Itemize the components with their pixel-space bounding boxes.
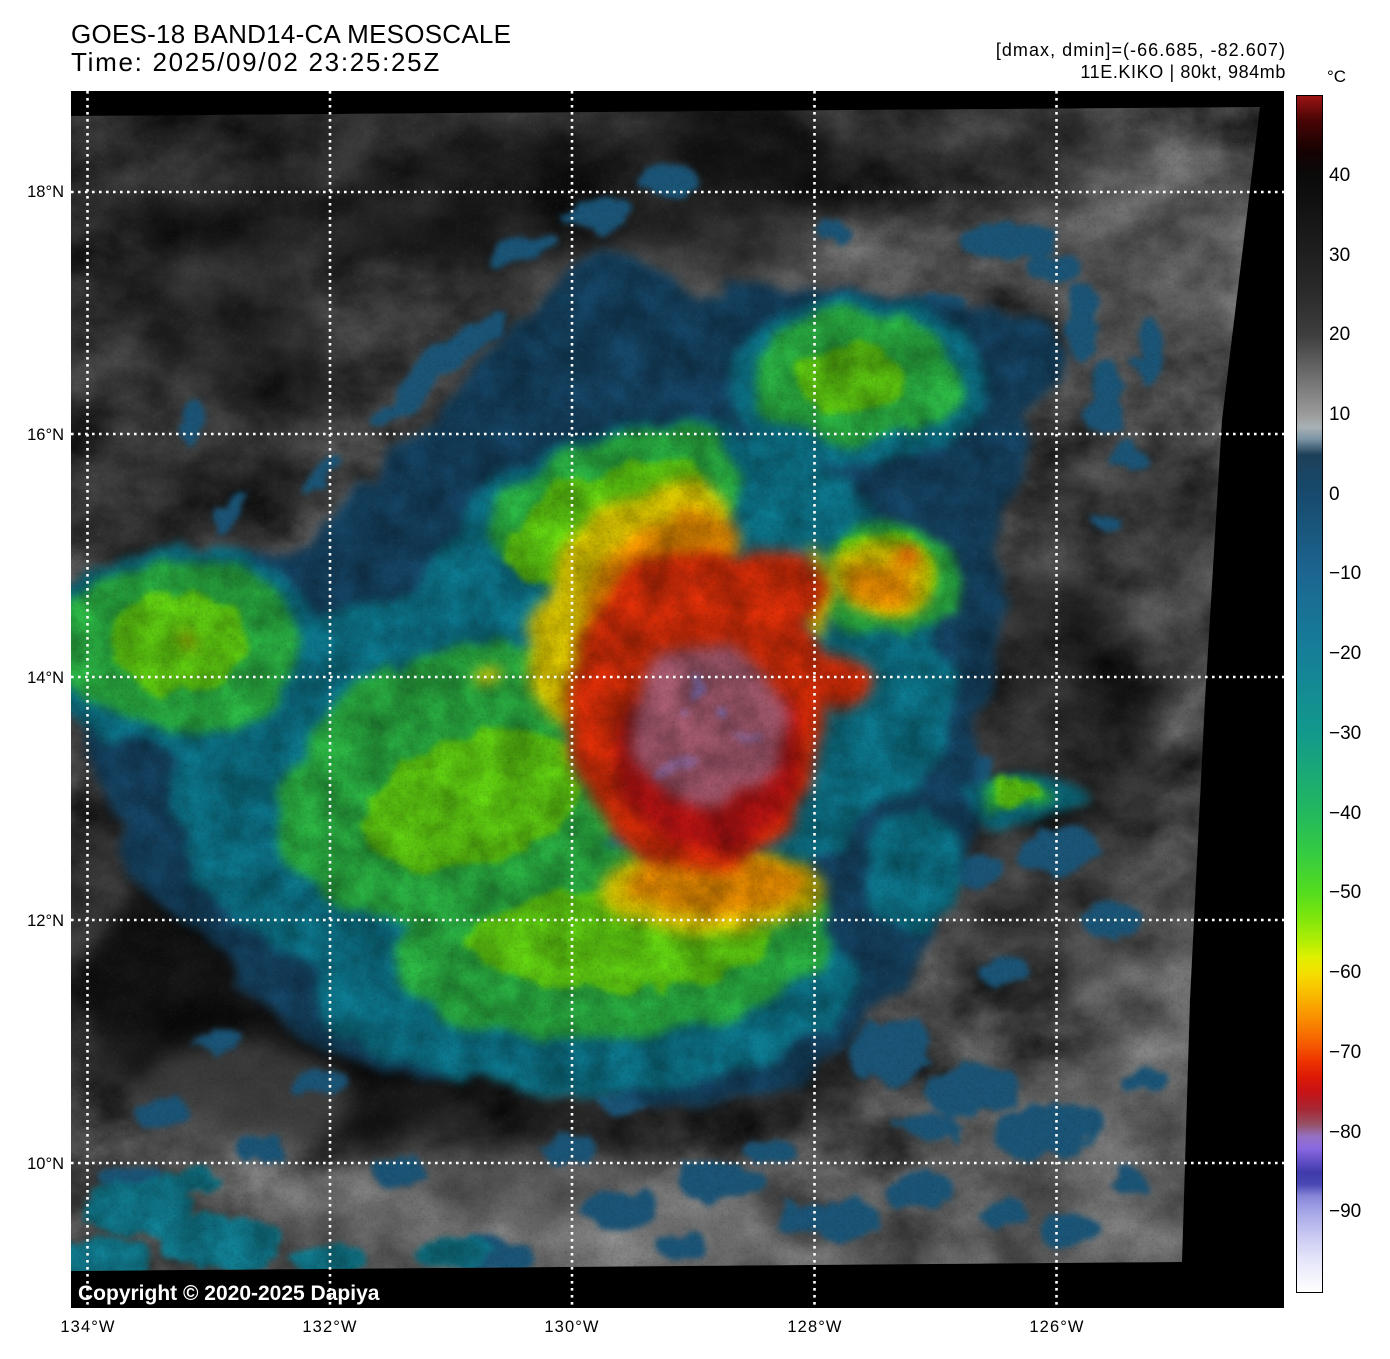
svg-text:Copyright © 2020-2025 Dapiya: Copyright © 2020-2025 Dapiya [78, 1282, 380, 1305]
